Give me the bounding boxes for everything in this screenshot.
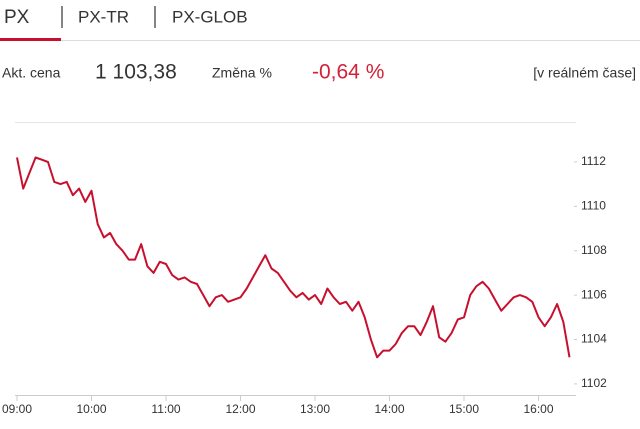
price-line xyxy=(16,156,571,359)
x-tick-label: 13:00 xyxy=(300,402,330,416)
tab-active[interactable]: PX xyxy=(4,7,30,28)
x-tick-label: 15:00 xyxy=(449,402,479,416)
realtime-note: [v reálném čase] xyxy=(533,65,636,81)
x-tick-label: 10:00 xyxy=(76,402,106,416)
y-tick-label: 1108 xyxy=(581,243,607,257)
change-label: Změna % xyxy=(212,65,272,81)
y-tick-label: 1104 xyxy=(581,332,607,346)
x-tick-label: 14:00 xyxy=(374,402,404,416)
x-tick-label: 09:00 xyxy=(2,402,32,416)
change: -0,64 % xyxy=(312,61,384,84)
y-tick-label: 1110 xyxy=(581,199,606,213)
y-tick-label: 1112 xyxy=(581,154,606,168)
tab-underline xyxy=(0,38,61,41)
y-tick-label: 1102 xyxy=(581,376,607,390)
y-tick-label: 1106 xyxy=(581,287,607,301)
x-tick-label: 11:00 xyxy=(151,402,180,416)
x-tick-label: 16:00 xyxy=(523,402,553,416)
x-tick-label: 12:00 xyxy=(225,402,255,416)
tab[interactable]: PX-GLOB xyxy=(172,7,248,26)
tab[interactable]: PX-TR xyxy=(78,7,129,26)
price: 1 103,38 xyxy=(95,61,177,84)
price-label: Akt. cena xyxy=(2,65,61,81)
